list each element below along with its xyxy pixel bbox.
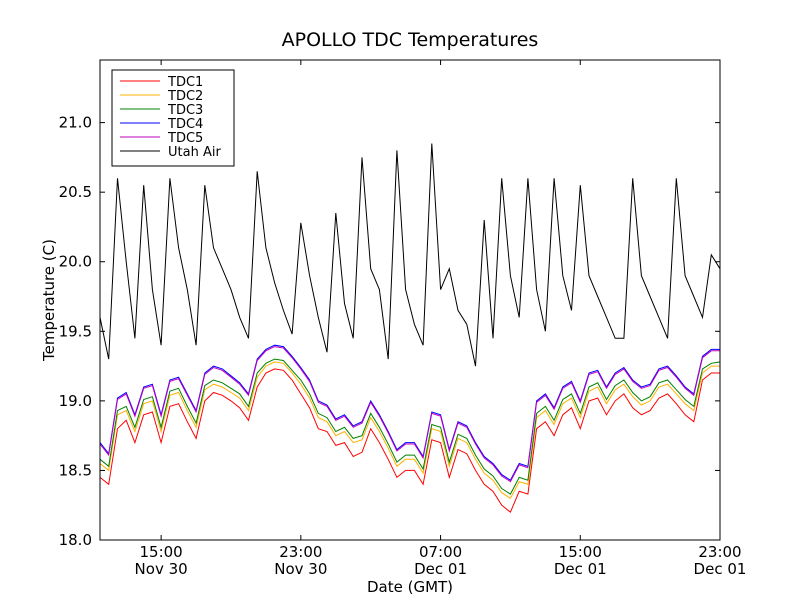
plot-frame (99, 59, 721, 541)
legend-label: TDC5 (167, 131, 203, 146)
series-line-tdc3 (99, 358, 721, 495)
y-tick-label: 21.0 (59, 114, 92, 132)
legend-box (111, 69, 235, 167)
chart-title: APOLLO TDC Temperatures (282, 29, 539, 51)
series-line-tdc2 (99, 361, 720, 500)
x-tick-date: Dec 01 (554, 560, 607, 578)
y-tick-label: 20.0 (59, 253, 92, 271)
x-tick-time: 15:00 (140, 543, 183, 561)
y-tick-label: 19.0 (59, 392, 92, 410)
series-line-tdc1 (99, 368, 720, 514)
y-tick-label: 18.5 (59, 461, 92, 479)
legend-label: TDC2 (167, 89, 203, 104)
x-tick-time: 23:00 (279, 543, 322, 561)
x-tick-date: Nov 30 (274, 560, 327, 578)
x-tick-date: Dec 01 (694, 560, 747, 578)
x-tick-date: Nov 30 (135, 560, 188, 578)
series-line-utah-air (99, 143, 721, 367)
y-tick-label: 18.0 (59, 531, 92, 549)
series-line-tdc4 (99, 344, 720, 481)
x-tick-time: 23:00 (698, 543, 741, 561)
y-tick-label: 20.5 (59, 183, 92, 201)
y-axis-label: Temperature (C) (40, 239, 58, 362)
legend-label: TDC1 (167, 75, 203, 90)
x-axis-label: Date (GMT) (367, 578, 453, 596)
x-tick-time: 07:00 (419, 543, 462, 561)
legend-label: Utah Air (168, 145, 221, 160)
y-tick-label: 19.5 (59, 322, 92, 340)
x-tick-time: 15:00 (559, 543, 602, 561)
plot-lines (99, 143, 721, 514)
y-axis: 18.0 18.5 19.0 19.5 20.0 20.5 21.0 (59, 114, 720, 549)
legend-label: TDC4 (167, 117, 203, 132)
series-line-tdc5 (99, 346, 720, 483)
legend-label: TDC3 (167, 103, 203, 118)
x-tick-date: Dec 01 (414, 560, 467, 578)
